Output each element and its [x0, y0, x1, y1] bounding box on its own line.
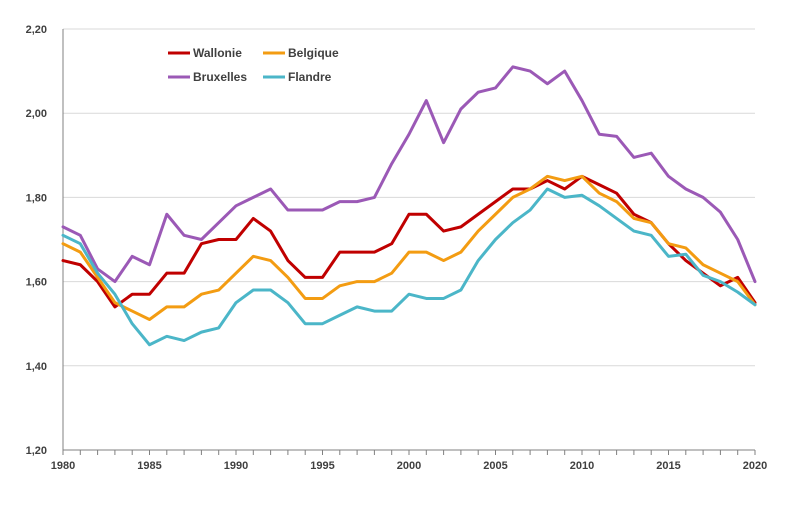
legend: Wallonie Belgique Bruxelles Flandre — [168, 46, 339, 84]
y-tick-label: 2,20 — [26, 24, 47, 36]
y-tick-label: 1,20 — [26, 445, 47, 457]
x-tick-label: 1995 — [310, 460, 334, 472]
series-line-wallonie — [61, 174, 757, 309]
y-tick-label: 1,60 — [26, 277, 47, 289]
legend-label-belgique: Belgique — [288, 46, 339, 60]
series-line-flandre — [61, 187, 757, 347]
y-tick-label: 1,40 — [26, 361, 47, 373]
x-tick-label: 1990 — [224, 460, 248, 472]
x-tick-label: 2010 — [570, 460, 594, 472]
series-lines — [61, 65, 757, 347]
y-tick-label: 2,00 — [26, 108, 47, 120]
legend-label-bruxelles: Bruxelles — [193, 70, 247, 84]
legend-label-flandre: Flandre — [288, 70, 332, 84]
series-line-belgique — [61, 174, 757, 321]
x-tick-label: 2020 — [743, 460, 767, 472]
x-tick-label: 2015 — [656, 460, 680, 472]
axes: 1,20 1,40 1,60 1,80 2,00 2,20 1980 1985 1990 1995… — [26, 24, 768, 472]
x-tick-label: 1980 — [51, 460, 75, 472]
gridlines — [63, 28, 755, 367]
x-tick-label: 2005 — [483, 460, 507, 472]
series-line-bruxelles — [61, 65, 757, 284]
x-tick-label: 1985 — [137, 460, 161, 472]
y-tick-label: 1,80 — [26, 192, 47, 204]
legend-label-wallonie: Wallonie — [193, 46, 242, 60]
x-tick-label: 2000 — [397, 460, 421, 472]
